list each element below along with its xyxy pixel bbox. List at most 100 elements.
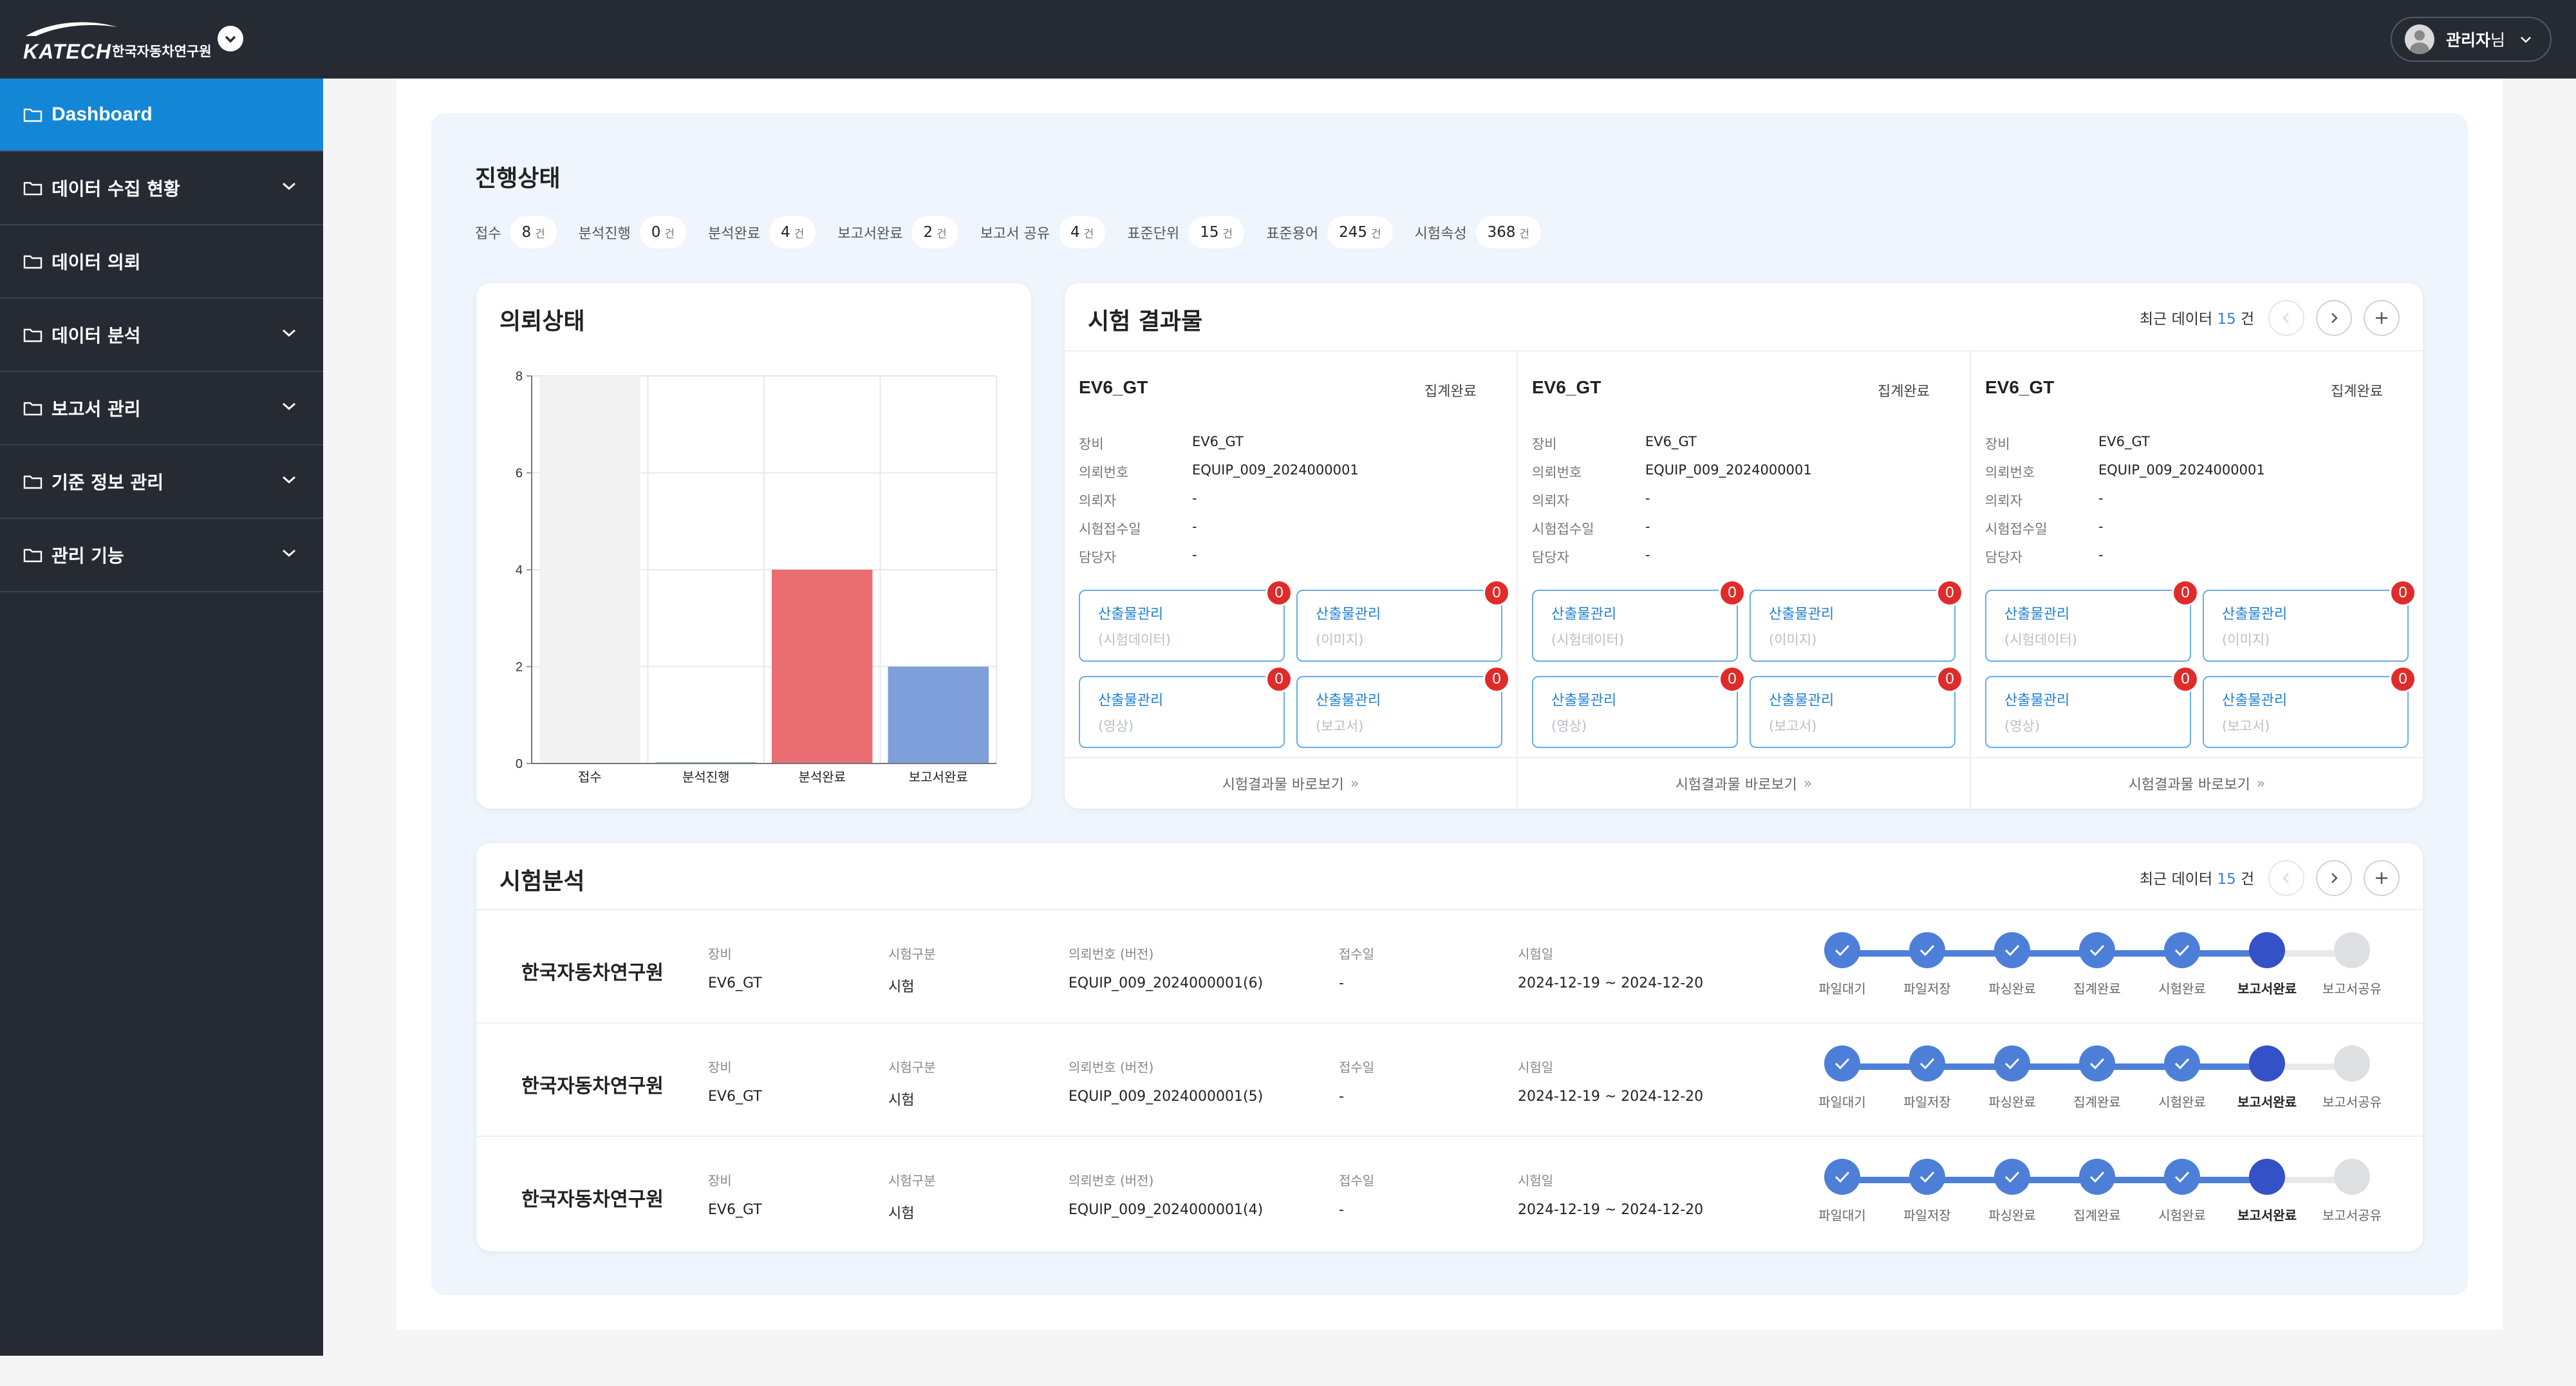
folder-icon <box>23 328 42 342</box>
field-value: - <box>1339 1202 1344 1218</box>
sidebar-item-data-request[interactable]: 데이터 의뢰 <box>0 225 323 299</box>
step-label: 보고서공유 <box>2322 1208 2382 1223</box>
katech-logo[interactable]: KATECH 한국자동차연구원 <box>23 19 216 63</box>
field-row: 담당자 - <box>1079 547 1197 567</box>
user-menu[interactable]: 관리자 님 <box>2391 17 2552 62</box>
field-test-type: 시험구분 시험 <box>888 1057 936 1109</box>
field-value: EV6_GT <box>1645 434 1697 449</box>
output-title: 산출물관리 <box>1098 693 1164 709</box>
analysis-row[interactable]: 한국자동차연구원 장비 EV6_GT 시험구분 시험 의뢰번호 (버전) EQUIP_009… <box>476 1022 2423 1136</box>
sidebar-item-reference-info[interactable]: 기준 정보 관리 <box>0 445 323 519</box>
output-box-video[interactable]: 산출물관리 (영상) 0 <box>1532 666 1746 748</box>
analysis-row[interactable]: 한국자동차연구원 장비 EV6_GT 시험구분 시험 의뢰번호 (버전) EQUIP_009… <box>476 1136 2423 1249</box>
field-key: 의뢰자 <box>1079 493 1116 509</box>
view-results-link[interactable]: 시험결과물 바로보기 » <box>1065 757 1517 809</box>
sidebar-item-data-collection[interactable]: 데이터 수집 현황 <box>0 152 323 225</box>
next-button[interactable] <box>2316 300 2352 336</box>
stat-value: 2 <box>923 224 933 241</box>
step-label: 시험완료 <box>2158 981 2206 997</box>
sidebar-item-admin-functions[interactable]: 관리 기능 <box>0 519 323 592</box>
plus-icon <box>2376 312 2387 324</box>
stat-unit: 건 <box>1519 227 1530 241</box>
output-box-images[interactable]: 산출물관리 (이미지) 0 <box>1296 579 1510 662</box>
y-tick-label: 6 <box>516 467 523 481</box>
add-button[interactable] <box>2364 860 2400 896</box>
field-test-date: 시험일 2024-12-19 ~ 2024-12-20 <box>1518 944 1703 991</box>
sidebar-item-label: Dashboard <box>51 104 153 125</box>
step: 집계완료 <box>2055 1159 2140 1224</box>
prev-button[interactable] <box>2268 300 2304 336</box>
output-title: 산출물관리 <box>2004 606 2070 623</box>
checkmark-icon <box>2089 1058 2105 1070</box>
folder-icon <box>23 475 42 489</box>
stepper-line-done <box>1842 950 2267 957</box>
view-results-link[interactable]: 시험결과물 바로보기 » <box>1971 757 2423 809</box>
field-value: - <box>1645 547 1650 563</box>
output-count-badge: 0 <box>2389 579 2416 606</box>
field-test-type: 시험구분 시험 <box>888 1170 936 1222</box>
stat-unit: 건 <box>535 227 545 241</box>
prev-button[interactable] <box>2268 860 2304 896</box>
output-box-images[interactable]: 산출물관리 (이미지) 0 <box>1750 579 1963 662</box>
field-row: 의뢰자 - <box>1985 491 2104 510</box>
field-value: 2024-12-19 ~ 2024-12-20 <box>1518 1202 1704 1218</box>
logo-menu-toggle[interactable] <box>218 26 243 52</box>
step: 파싱완료 <box>1970 1045 2055 1110</box>
stat-label: 보고서 공유 <box>980 226 1050 242</box>
step-label: 보고서완료 <box>2237 981 2297 997</box>
field-key: 장비 <box>1985 436 2010 452</box>
chevron-right-icon <box>2331 313 2338 323</box>
field-test-type: 시험구분 시험 <box>888 944 936 996</box>
step-label: 시험완료 <box>2158 1208 2206 1223</box>
output-box-report[interactable]: 산출물관리 (보고서) 0 <box>1750 666 1963 748</box>
field-received-date: 접수일 - <box>1339 1170 1374 1218</box>
sidebar-item-dashboard[interactable]: Dashboard <box>0 79 323 152</box>
field-value: EQUIP_009_2024000001(5) <box>1069 1089 1264 1105</box>
logo-text: KATECH <box>23 40 111 63</box>
checkmark-icon <box>1834 944 1850 957</box>
output-box-test-data[interactable]: 산출물관리 (시험데이터) 0 <box>1532 579 1746 662</box>
output-box-test-data[interactable]: 산출물관리 (시험데이터) 0 <box>1985 579 2199 662</box>
stat-value-pill: 245 건 <box>1327 216 1393 248</box>
step-label: 파싱완료 <box>1988 1094 2036 1110</box>
chevron-down-icon <box>2521 37 2531 43</box>
result-column-2: EV6_GT 집계완료 장비 EV6_GT 의뢰번호 EQUIP_009_20240… <box>1518 351 1971 809</box>
view-results-link[interactable]: 시험결과물 바로보기 » <box>1518 757 1970 809</box>
recent-count: 15 <box>2217 311 2236 328</box>
field-key: 장비 <box>1079 436 1104 452</box>
output-box-images[interactable]: 산출물관리 (이미지) 0 <box>2203 579 2416 662</box>
test-results-title: 시험 결과물 <box>1088 308 1203 335</box>
stat-standard-terms: 표준용어 245 건 <box>1266 216 1393 248</box>
output-box-video[interactable]: 산출물관리 (영상) 0 <box>1079 666 1293 748</box>
stat-analysis-done: 분석완료 4 건 <box>708 216 816 248</box>
x-tick-label: 분석진행 <box>682 769 730 785</box>
sidebar-item-data-analysis[interactable]: 데이터 분석 <box>0 299 323 372</box>
analysis-row[interactable]: 한국자동차연구원 장비 EV6_GT 시험구분 시험 의뢰번호 (버전) EQUIP_009… <box>476 909 2423 1022</box>
output-title: 산출물관리 <box>1769 606 1834 623</box>
add-button[interactable] <box>2364 300 2400 336</box>
output-box-report[interactable]: 산출물관리 (보고서) 0 <box>1296 666 1510 748</box>
checkmark-icon <box>2174 1171 2190 1183</box>
sidebar-item-label: 데이터 의뢰 <box>51 252 141 273</box>
output-title: 산출물관리 <box>2222 693 2288 709</box>
stepper-line-pending <box>2267 1063 2352 1070</box>
sidebar-item-report-management[interactable]: 보고서 관리 <box>0 372 323 445</box>
user-name: 관리자 <box>2446 31 2491 50</box>
next-button[interactable] <box>2316 860 2352 896</box>
output-box-report[interactable]: 산출물관리 (보고서) 0 <box>2203 666 2416 748</box>
output-box-test-data[interactable]: 산출물관리 (시험데이터) 0 <box>1079 579 1293 662</box>
chevron-right-icon <box>2331 873 2338 883</box>
check-icon <box>1909 932 1945 968</box>
result-status: 집계완료 <box>1878 384 1930 400</box>
field-value: 2024-12-19 ~ 2024-12-20 <box>1518 975 1704 991</box>
field-key: 장비 <box>708 1060 732 1075</box>
check-icon <box>2164 932 2200 968</box>
field-key: 의뢰번호 (버전) <box>1069 1173 1154 1188</box>
recent-count: 15 <box>2217 871 2236 888</box>
field-value: EV6_GT <box>708 975 762 991</box>
field-key: 장비 <box>708 946 732 962</box>
field-received-date: 접수일 - <box>1339 944 1374 991</box>
stat-standard-units: 표준단위 15 건 <box>1127 216 1245 248</box>
output-box-video[interactable]: 산출물관리 (영상) 0 <box>1985 666 2199 748</box>
